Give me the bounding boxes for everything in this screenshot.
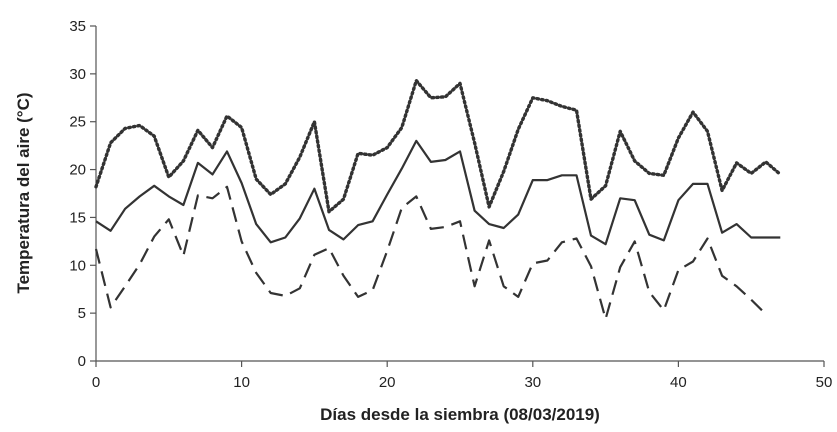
y-tick-label: 5 [78,305,86,322]
x-ticks: 0 10 20 30 40 50 [92,361,833,391]
y-tick-label: 20 [69,162,86,179]
x-tick-label: 10 [233,374,250,391]
y-tick-label: 30 [69,66,86,83]
series-line-dashed [94,185,767,320]
y-ticks: 0 5 10 15 20 25 30 35 [69,18,96,370]
x-tick-label: 0 [92,374,100,391]
y-tick-label: 10 [69,257,86,274]
x-tick-label: 50 [816,374,833,391]
x-tick-label: 30 [524,374,541,391]
y-tick-label: 25 [69,114,86,131]
x-tick-label: 40 [670,374,687,391]
y-tick-label: 15 [69,209,86,226]
x-tick-label: 20 [379,374,396,391]
x-axis-title: Días desde la siembra (08/03/2019) [320,405,600,424]
y-axis-title: Temperatura del aire (°C) [14,92,33,293]
series-layer [94,78,782,320]
y-tick-label: 0 [78,353,86,370]
y-tick-label: 35 [69,18,86,35]
series-line-solid [95,139,781,246]
series-line-dotted [94,78,782,214]
